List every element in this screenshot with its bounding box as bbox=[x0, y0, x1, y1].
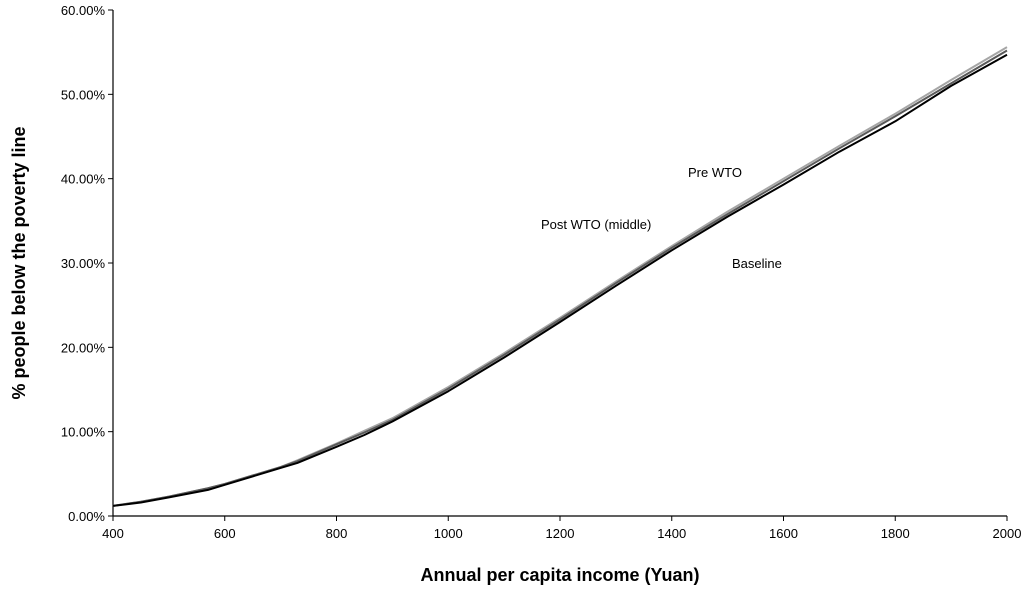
y-axis-title: % people below the poverty line bbox=[9, 126, 29, 399]
x-tick-label: 600 bbox=[214, 526, 236, 541]
y-tick-label: 40.00% bbox=[61, 172, 106, 187]
x-tick-label: 1600 bbox=[769, 526, 798, 541]
y-tick-label: 50.00% bbox=[61, 87, 106, 102]
x-tick-label: 2000 bbox=[993, 526, 1022, 541]
y-tick-label: 20.00% bbox=[61, 340, 106, 355]
x-tick-label: 400 bbox=[102, 526, 124, 541]
series-annotations: Pre WTO Post WTO (middle) Baseline bbox=[541, 165, 782, 271]
y-axis-ticks: 0.00% 10.00% 20.00% 30.00% 40.00% 50.00% 60.00… bbox=[61, 3, 113, 524]
x-tick-label: 1200 bbox=[546, 526, 575, 541]
x-tick-label: 1800 bbox=[881, 526, 910, 541]
annotation-pre-wto: Pre WTO bbox=[688, 165, 742, 180]
x-tick-label: 1000 bbox=[434, 526, 463, 541]
plot-area bbox=[112, 10, 1007, 517]
series-lines bbox=[112, 46, 1008, 507]
annotation-baseline: Baseline bbox=[732, 256, 782, 271]
y-tick-label: 60.00% bbox=[61, 3, 106, 18]
y-tick-label: 0.00% bbox=[68, 509, 105, 524]
x-tick-label: 1400 bbox=[657, 526, 686, 541]
series-line-pre-wto bbox=[112, 46, 1008, 507]
y-tick-label: 10.00% bbox=[61, 425, 106, 440]
series-line-post-wto-middle bbox=[112, 49, 1008, 507]
x-axis-title: Annual per capita income (Yuan) bbox=[420, 565, 699, 585]
x-axis-ticks: 400 600 800 1000 1200 1400 1600 1800 2000 bbox=[102, 516, 1021, 541]
series-line-baseline bbox=[112, 53, 1008, 507]
x-tick-label: 800 bbox=[326, 526, 348, 541]
annotation-post-wto-middle: Post WTO (middle) bbox=[541, 217, 651, 232]
y-tick-label: 30.00% bbox=[61, 256, 106, 271]
